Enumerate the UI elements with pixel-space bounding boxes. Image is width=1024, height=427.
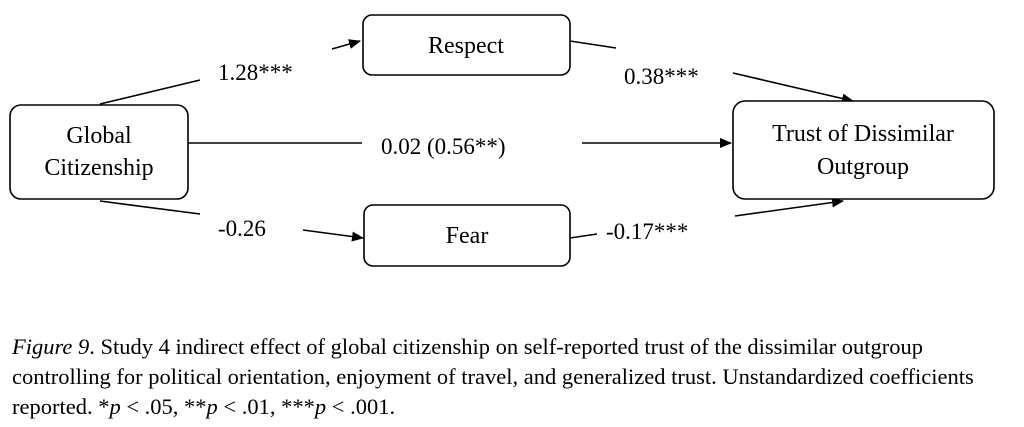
caption-p3: p [314,394,327,419]
node-trust-line1: Trust of Dissimilar [772,121,954,147]
caption-p2: p [206,394,218,419]
node-global-line2: Citizenship [44,155,153,181]
edge-global-respect-upper [331,39,361,50]
edge-fear-trust-right [734,197,844,217]
node-global-citizenship: Global Citizenship [9,104,189,200]
caption-t2: < .01, *** [217,394,315,419]
edge-global-respect-lower [99,79,201,105]
edge-fear-trust-left [569,233,598,239]
edge-global-fear-lower [302,229,364,242]
coef-respect-trust: 0.38*** [624,64,699,89]
figure-label: Figure 9 [12,334,90,359]
coef-fear-trust: -0.17*** [606,219,688,244]
caption-p1: p [109,394,121,419]
caption-t3: < .001. [326,394,396,419]
caption-text: . Study 4 indirect effect of global citi… [12,334,974,419]
node-trust-line2: Outgroup [817,154,909,180]
coef-global-respect: 1.28*** [218,60,293,85]
edge-global-fear-upper [99,200,201,215]
edge-respect-trust-upper [569,40,617,49]
mediation-diagram: Global Citizenship Respect Fear Trust of… [9,14,995,267]
edge-respect-trust-lower [732,72,854,104]
node-respect: Respect [362,14,571,76]
coef-global-fear: -0.26 [218,216,266,241]
coef-global-trust: 0.02 (0.56**) [381,134,506,159]
node-fear-label: Fear [446,223,489,249]
caption-t1: < .05, ** [120,394,207,419]
node-global-line1: Global [66,123,132,149]
node-fear: Fear [363,204,571,267]
node-trust: Trust of Dissimilar Outgroup [732,100,995,200]
node-respect-label: Respect [428,33,504,59]
figure-caption: Figure 9. Study 4 indirect effect of glo… [12,332,1020,422]
